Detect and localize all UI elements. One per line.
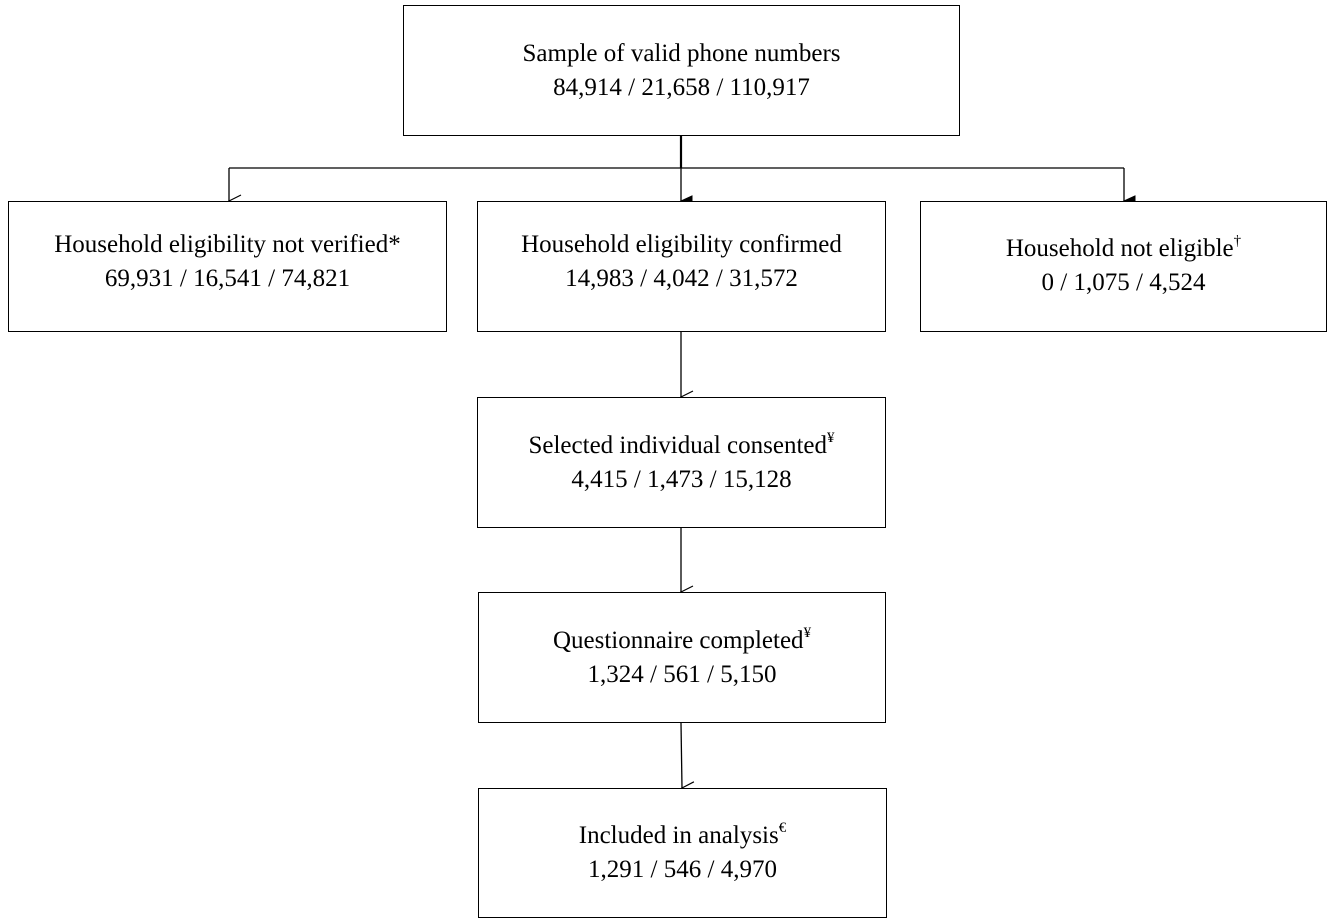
node-not-verified-counts: 69,931 / 16,541 / 74,821 — [104, 265, 351, 292]
node-included-footnote-mark: € — [778, 820, 787, 836]
node-not-eligible-counts: 0 / 1,075 / 4,524 — [1041, 269, 1206, 296]
node-not-verified: Household eligibility not verified* 69,9… — [8, 201, 447, 332]
node-confirmed: Household eligibility confirmed 14,983 /… — [477, 201, 886, 332]
node-consented: Selected individual consented¥ 4,415 / 1… — [477, 397, 886, 528]
node-consented-label-line: Selected individual consented¥ — [528, 429, 834, 463]
node-not-eligible: Household not eligible† 0 / 1,075 / 4,52… — [920, 201, 1327, 332]
node-completed-label: Questionnaire completed — [552, 626, 804, 654]
node-not-eligible-label: Household not eligible — [1005, 235, 1234, 262]
node-sample-label: Sample of valid phone numbers — [522, 39, 841, 67]
node-consented-footnote-mark: ¥ — [827, 429, 835, 446]
node-not-verified-label: Household eligibility not verified* — [54, 231, 401, 258]
node-completed: Questionnaire completed¥ 1,324 / 561 / 5… — [478, 592, 886, 723]
node-included-counts: 1,291 / 546 / 4,970 — [588, 856, 777, 883]
node-consented-label: Selected individual consented — [528, 431, 828, 459]
node-completed-label-line: Questionnaire completed¥ — [553, 624, 811, 658]
node-sample: Sample of valid phone numbers 84,914 / 2… — [403, 5, 960, 136]
node-not-eligible-label-line: Household not eligible† — [1006, 232, 1241, 266]
node-included-label-line: Included in analysis€ — [579, 819, 786, 853]
node-included-label: Included in analysis — [578, 822, 779, 849]
node-consented-counts: 4,415 / 1,473 / 15,128 — [571, 465, 792, 493]
node-not-eligible-footnote-mark: † — [1233, 233, 1242, 249]
node-confirmed-label: Household eligibility confirmed — [521, 231, 842, 258]
node-sample-counts: 84,914 / 21,658 / 110,917 — [553, 73, 810, 101]
arrow-to-included — [680, 722, 682, 788]
node-included: Included in analysis€ 1,291 / 546 / 4,97… — [478, 788, 887, 918]
node-completed-footnote-mark: ¥ — [803, 624, 812, 641]
node-confirmed-counts: 14,983 / 4,042 / 31,572 — [565, 265, 798, 292]
node-completed-counts: 1,324 / 561 / 5,150 — [587, 660, 777, 688]
